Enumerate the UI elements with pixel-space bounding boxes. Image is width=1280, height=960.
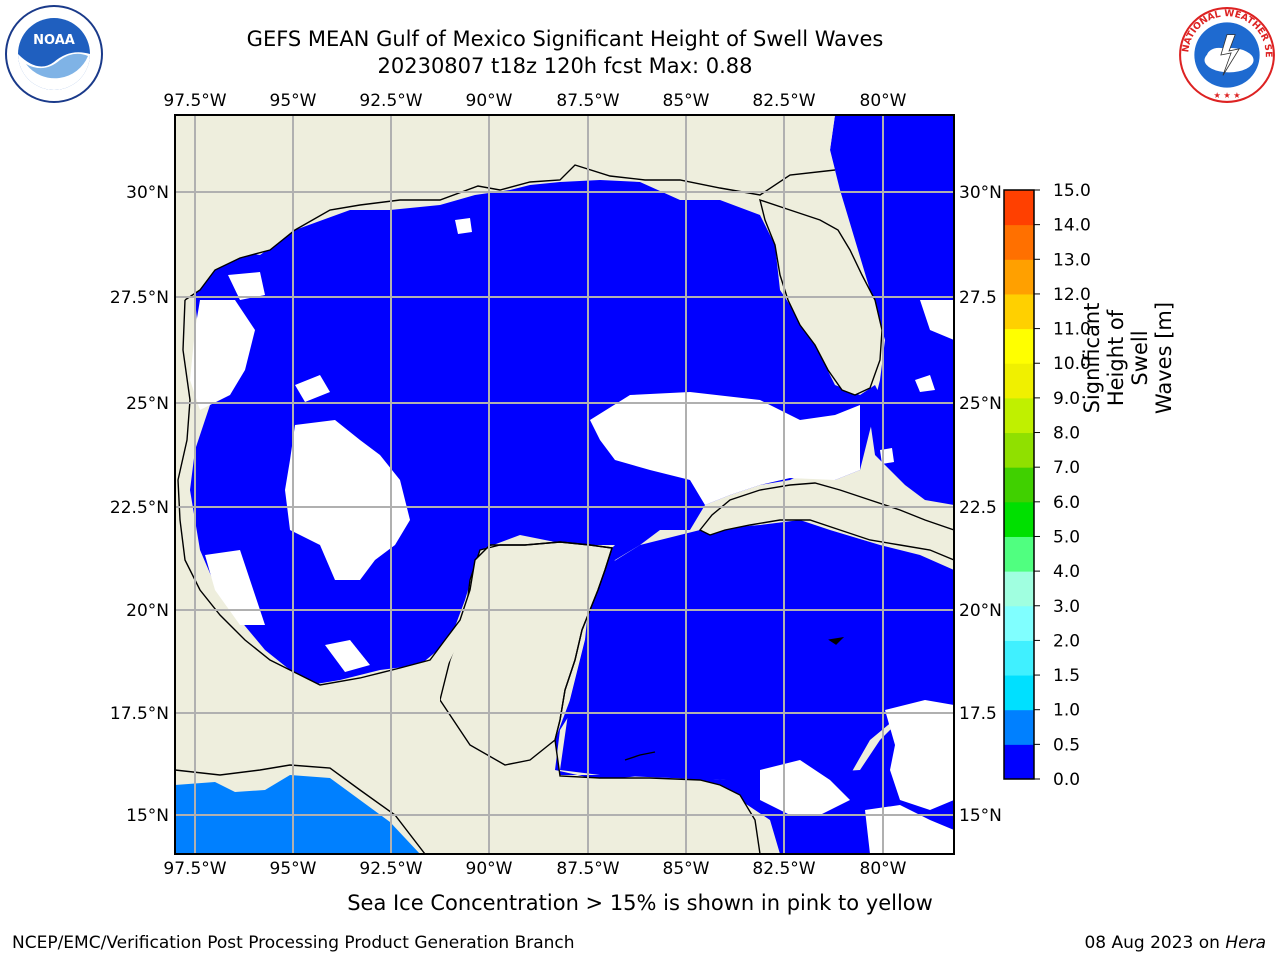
lon-label: 82.5°W bbox=[752, 859, 815, 879]
lon-label: 92.5°W bbox=[359, 91, 422, 111]
colorbar-tick-label: 8.0 bbox=[1053, 424, 1080, 444]
svg-text:★ ★ ★: ★ ★ ★ bbox=[1213, 90, 1240, 100]
colorbar-swatch bbox=[1004, 744, 1034, 780]
colorbar-tick-label: 1.5 bbox=[1053, 666, 1080, 686]
colorbar-swatch bbox=[1004, 224, 1034, 260]
lat-label: 20°N bbox=[126, 601, 169, 621]
lon-label: 85°W bbox=[663, 91, 710, 111]
colorbar-tick-label: 9.0 bbox=[1053, 389, 1080, 409]
colorbar-swatch bbox=[1004, 363, 1034, 399]
colorbar-tick-label: 12.0 bbox=[1053, 285, 1091, 305]
lon-label: 82.5°W bbox=[752, 91, 815, 111]
colorbar-tick-label: 5.0 bbox=[1053, 527, 1080, 547]
lat-label: 22.5°N bbox=[110, 498, 169, 518]
lat-label: 17.5 bbox=[959, 704, 997, 724]
machine-name: Hera bbox=[1225, 933, 1266, 953]
lon-label: 80°W bbox=[860, 91, 907, 111]
colorbar-tick-label: 14.0 bbox=[1053, 216, 1091, 236]
lat-label: 17.5°N bbox=[110, 704, 169, 724]
colorbar-swatch bbox=[1004, 709, 1034, 745]
lat-label: 20°N bbox=[959, 601, 1002, 621]
credit-text: NCEP/EMC/Verification Post Processing Pr… bbox=[12, 933, 575, 953]
noaa-logo-text: NOAA bbox=[33, 33, 75, 48]
map-title: GEFS MEAN Gulf of Mexico Significant Hei… bbox=[246, 27, 884, 51]
noaa-logo: NOAA bbox=[5, 5, 103, 103]
colorbar-tick-label: 3.0 bbox=[1053, 597, 1080, 617]
colorbar-tick-label: 7.0 bbox=[1053, 458, 1080, 478]
colorbar-swatch bbox=[1004, 432, 1034, 468]
lat-labels-right: 30°N 27.5 25°N 22.5 20°N 17.5 15°N bbox=[959, 183, 1002, 826]
colorbar-swatch bbox=[1004, 571, 1034, 607]
colorbar-swatch bbox=[1004, 293, 1034, 330]
lat-label: 30°N bbox=[959, 183, 1002, 203]
colorbar-frame bbox=[1003, 189, 1035, 780]
colorbar-tick-label: 0.5 bbox=[1053, 735, 1080, 755]
lon-label: 92.5°W bbox=[359, 859, 422, 879]
sea-ice-note: Sea Ice Concentration > 15% is shown in … bbox=[347, 891, 933, 915]
lon-label: 80°W bbox=[860, 859, 907, 879]
cuba bbox=[698, 482, 954, 561]
colorbar-tick-label: 2.0 bbox=[1053, 631, 1080, 651]
lat-label: 22.5 bbox=[959, 498, 997, 518]
nws-logo: NATIONAL WEATHER SERVICE ★ ★ ★ bbox=[1176, 4, 1275, 103]
colorbar-swatch bbox=[1004, 536, 1034, 572]
colorbar-swatch bbox=[1004, 467, 1034, 503]
lon-label: 95°W bbox=[270, 91, 317, 111]
lon-label: 97.5°W bbox=[163, 859, 226, 879]
colorbar-label: Significant Height of Swell Waves [m] bbox=[1080, 301, 1176, 415]
colorbar-swatch bbox=[1004, 605, 1034, 641]
lon-label: 90°W bbox=[466, 91, 513, 111]
map-frame bbox=[174, 114, 955, 855]
undefined-value-patches bbox=[190, 218, 954, 854]
colorbar-swatch bbox=[1004, 328, 1034, 364]
lon-label: 95°W bbox=[270, 859, 317, 879]
lat-labels-left: 30°N 27.5°N 25°N 22.5°N 20°N 17.5°N 15°N bbox=[110, 183, 169, 826]
map-subtitle: 20230807 t18z 120h fcst Max: 0.88 bbox=[377, 54, 753, 78]
colorbar-swatch bbox=[1004, 640, 1034, 676]
colorbar-swatch bbox=[1004, 397, 1034, 434]
lat-label: 27.5°N bbox=[110, 288, 169, 308]
lat-label: 15°N bbox=[959, 806, 1002, 826]
colorbar-tick-label: 10.0 bbox=[1053, 354, 1091, 374]
colorbar-tick-label: 0.0 bbox=[1053, 770, 1080, 790]
lon-label: 90°W bbox=[466, 859, 513, 879]
mexico-mainland bbox=[175, 115, 835, 770]
central-america bbox=[175, 670, 760, 854]
lat-label: 27.5 bbox=[959, 288, 997, 308]
colorbar-tick-label: 4.0 bbox=[1053, 562, 1080, 582]
colorbar-tick-label: 15.0 bbox=[1053, 181, 1091, 201]
lon-label: 87.5°W bbox=[556, 91, 619, 111]
caribbean-ocean bbox=[560, 520, 954, 780]
date-stamp: 08 Aug 2023 on Hera bbox=[1084, 933, 1266, 953]
atlantic-ocean bbox=[830, 115, 954, 505]
gulf-ocean bbox=[190, 180, 954, 854]
colorbar: 0.0 0.5 1.0 1.5 2.0 3.0 4.0 5.0 6.0 7.0 8.0 9.0 10.0… bbox=[1003, 181, 1091, 790]
lon-label: 87.5°W bbox=[556, 859, 619, 879]
lon-labels-bottom: 97.5°W 95°W 92.5°W 90°W 87.5°W 85°W 82.5… bbox=[163, 859, 906, 879]
lon-label: 85°W bbox=[663, 859, 710, 879]
colorbar-swatch bbox=[1004, 675, 1034, 711]
colorbar-tick-label: 13.0 bbox=[1053, 250, 1091, 270]
colorbar-tick-label: 6.0 bbox=[1053, 493, 1080, 513]
colorbar-swatch bbox=[1004, 501, 1034, 537]
graticule bbox=[175, 115, 954, 854]
map-area bbox=[175, 115, 954, 854]
lat-label: 15°N bbox=[126, 806, 169, 826]
colorbar-swatch bbox=[1004, 259, 1034, 295]
lat-label: 25°N bbox=[126, 394, 169, 414]
lon-labels-top: 97.5°W 95°W 92.5°W 90°W 87.5°W 85°W 82.5… bbox=[163, 91, 906, 111]
colorbar-tick-label: 11.0 bbox=[1053, 320, 1091, 340]
colorbar-tick-label: 1.0 bbox=[1053, 701, 1080, 721]
lon-label: 97.5°W bbox=[163, 91, 226, 111]
colorbar-swatch bbox=[1004, 190, 1034, 226]
lat-label: 30°N bbox=[126, 183, 169, 203]
lat-label: 25°N bbox=[959, 394, 1002, 414]
date-text: 08 Aug 2023 on bbox=[1084, 933, 1220, 953]
